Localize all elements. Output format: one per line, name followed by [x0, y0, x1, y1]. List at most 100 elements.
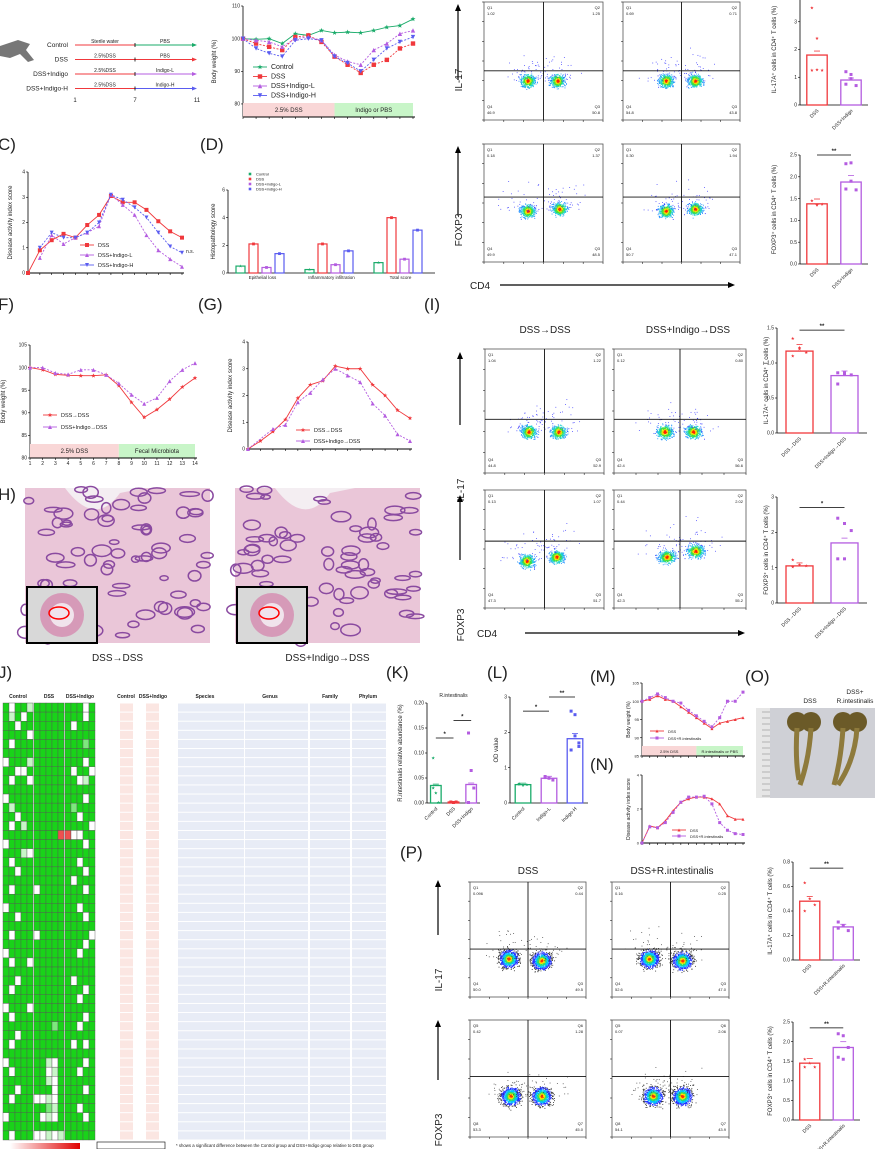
arrow-head-icon: [192, 58, 197, 62]
y-tick-label: 2.5: [783, 1020, 790, 1026]
event-dot: [527, 214, 528, 215]
y-tick-label: 2.5: [790, 153, 797, 159]
square-marker: [548, 777, 551, 780]
event-dot: [676, 78, 677, 79]
event-dot: [532, 82, 533, 83]
event-dot: [519, 212, 520, 213]
x-category-label: Control: [511, 806, 527, 822]
quadrant-percent: 43.8: [729, 110, 738, 115]
event-dot: [697, 75, 698, 76]
event-dot: [697, 85, 698, 86]
star-marker: [408, 416, 413, 420]
event-dot: [547, 74, 548, 75]
event-dot: [695, 75, 696, 76]
x-category-label: Control: [424, 806, 440, 822]
bar: [841, 80, 861, 105]
event-dot: [519, 207, 520, 208]
bar-chart: [798, 0, 868, 105]
event-dot: [532, 206, 533, 207]
event-dot: [692, 81, 693, 82]
event-dot: [696, 76, 697, 77]
event-dot: [533, 85, 534, 86]
event-dot: [523, 76, 524, 77]
event-dot: [535, 65, 536, 66]
legend-label: Control: [271, 64, 294, 71]
square-marker: [144, 208, 148, 212]
event-dot: [657, 80, 658, 81]
event-dot: [686, 73, 687, 74]
square-marker: [656, 692, 659, 695]
event-dot: [552, 80, 553, 81]
square-marker: [742, 833, 745, 836]
event-dot: [524, 55, 525, 56]
x-category-label: Total score: [390, 275, 412, 280]
event-dot: [673, 77, 674, 78]
bar-chart: [508, 697, 588, 803]
star-marker: [257, 64, 262, 69]
phase-label: Indigo-L: [156, 68, 174, 74]
band-label: Indigo or PBS: [355, 108, 392, 114]
x-tick-label: 4: [67, 461, 70, 467]
triangle-marker: [358, 63, 362, 67]
event-dot: [526, 216, 527, 217]
event-dot: [554, 87, 555, 88]
bar: [431, 786, 442, 804]
event-dot: [559, 77, 560, 78]
band-label: 2.5% DSS: [275, 108, 303, 114]
event-dot: [533, 206, 534, 207]
event-dot: [527, 206, 528, 207]
square-marker: [648, 825, 651, 828]
event-dot: [559, 85, 560, 86]
event-dot: [672, 84, 673, 85]
event-dot: [554, 76, 555, 77]
legend-label: DSS+Indigo→DSS: [314, 439, 361, 445]
square-marker: [855, 188, 858, 191]
event-dot: [665, 60, 666, 61]
event-dot: [533, 202, 534, 203]
event-dot: [673, 79, 674, 80]
event-dot: [555, 85, 556, 86]
event-dot: [709, 75, 710, 76]
event-dot: [531, 205, 532, 206]
panel-label-C: C): [0, 135, 16, 154]
event-dot: [529, 214, 530, 215]
square-marker: [133, 200, 137, 204]
event-dot: [532, 205, 533, 206]
event-dot: [540, 72, 541, 73]
event-dot: [671, 84, 672, 85]
y-tick-label: 1: [22, 245, 25, 251]
event-dot: [668, 81, 669, 82]
event-dot: [534, 78, 535, 79]
event-dot: [535, 212, 536, 213]
event-dot: [537, 198, 538, 199]
event-dot: [521, 209, 522, 210]
event-dot: [531, 74, 532, 75]
event-dot: [672, 81, 673, 82]
y-tick-label: 2: [222, 243, 225, 249]
star-marker: [815, 37, 818, 40]
event-dot: [521, 86, 522, 87]
event-dot: [538, 65, 539, 66]
square-marker: [734, 832, 737, 835]
bar: [800, 901, 820, 960]
y-tick-label: 100: [632, 699, 639, 704]
bar-chart: [775, 328, 867, 433]
square-marker: [844, 162, 847, 165]
event-dot: [523, 85, 524, 86]
event-dot: [704, 80, 705, 81]
event-dot: [532, 210, 533, 211]
event-dot: [536, 211, 537, 212]
event-dot: [524, 218, 525, 219]
legend-label: DSS+Indigo-H: [98, 263, 133, 269]
event-dot: [559, 80, 560, 81]
event-dot: [529, 209, 530, 210]
event-dot: [669, 82, 670, 83]
y-axis-label: Disease activity index score: [626, 778, 632, 840]
event-dot: [551, 77, 552, 78]
event-dot: [659, 80, 660, 81]
star-marker: [91, 373, 96, 377]
event-dot: [538, 79, 539, 80]
event-dot: [664, 87, 665, 88]
event-dot: [536, 84, 537, 85]
event-dot: [697, 64, 698, 65]
